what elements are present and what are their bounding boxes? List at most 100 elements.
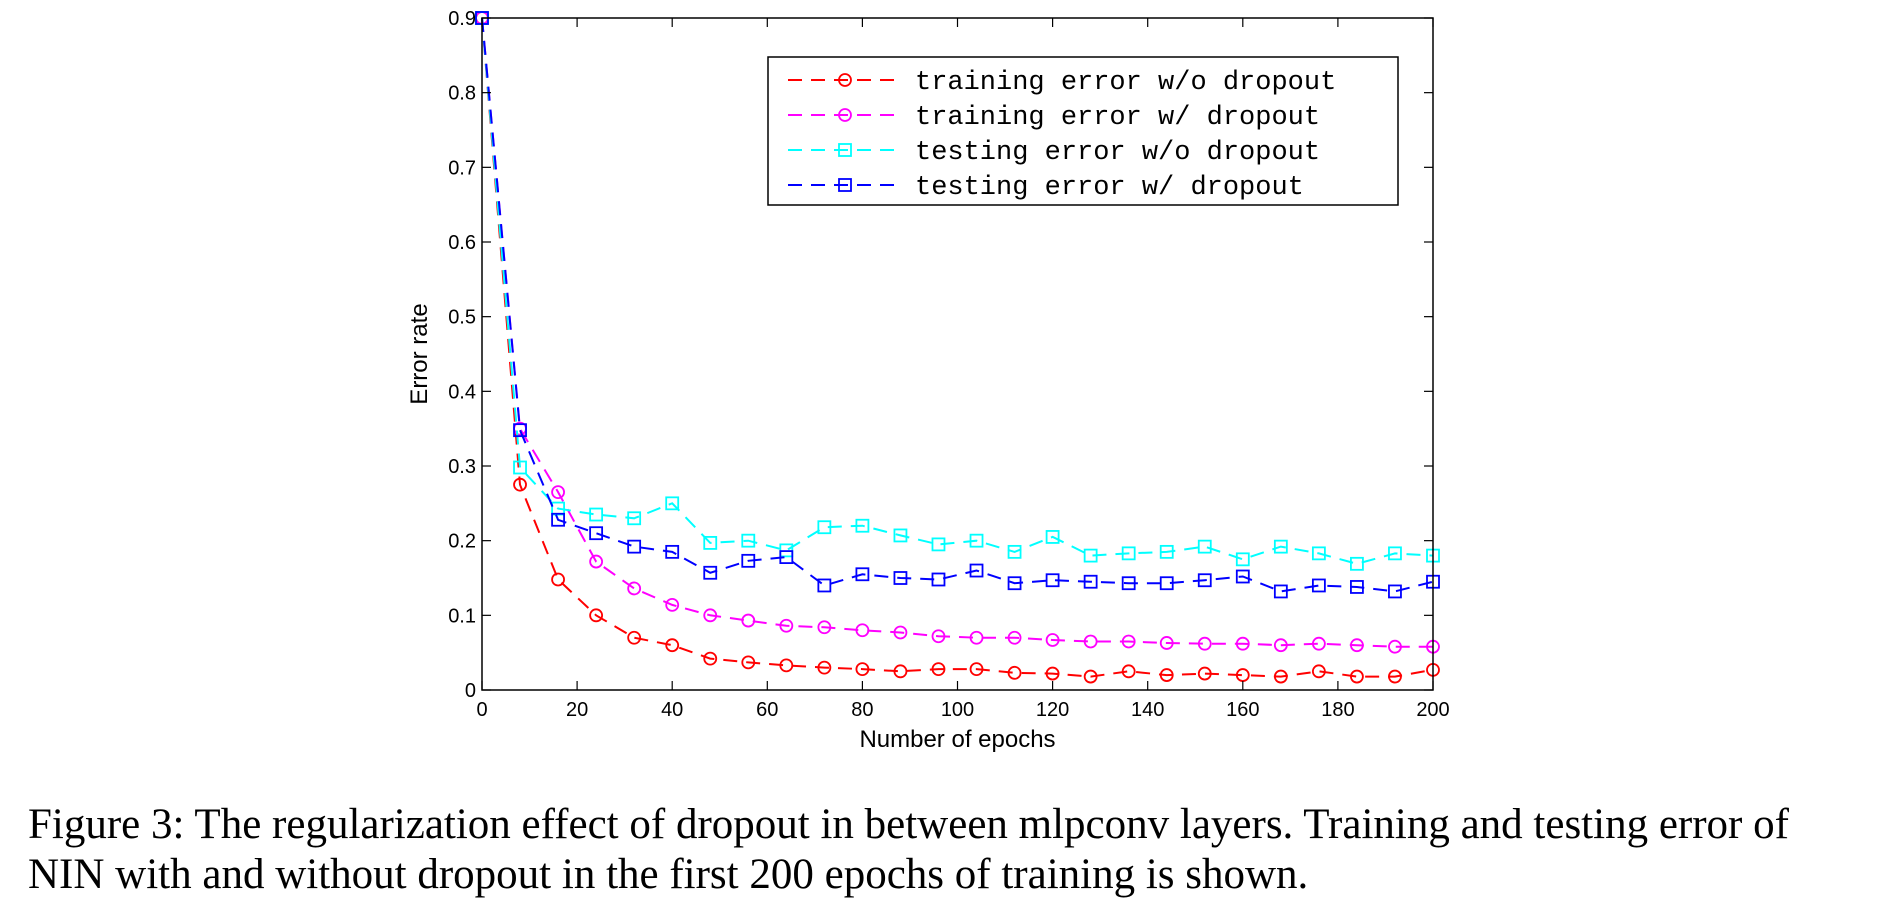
data-point [855, 623, 870, 638]
data-point [741, 553, 756, 568]
x-tick-label: 60 [756, 699, 778, 721]
data-point [1311, 546, 1326, 561]
data-point [1045, 666, 1060, 681]
data-point [1007, 665, 1022, 680]
x-tick-label: 100 [941, 699, 974, 721]
data-point [1235, 636, 1250, 651]
legend-marker [838, 178, 852, 192]
legend-entry: training error w/o dropout [788, 68, 1336, 98]
legend: training error w/o dropout training error… [767, 56, 1399, 206]
legend-label: testing error w/o dropout [915, 138, 1320, 168]
data-point [589, 554, 604, 569]
data-point [855, 567, 870, 582]
data-point [627, 511, 642, 526]
y-tick-label: 0.5 [448, 307, 476, 329]
x-tick-label: 120 [1036, 699, 1069, 721]
data-point [893, 528, 908, 543]
data-point [1007, 576, 1022, 591]
data-point [589, 507, 604, 522]
data-point [1273, 638, 1288, 653]
data-point [513, 460, 527, 475]
y-tick-label: 0.6 [448, 232, 476, 254]
data-point [1235, 569, 1250, 584]
data-point [1388, 584, 1402, 599]
legend-entry: testing error w/ dropout [788, 173, 1304, 203]
legend-entry: testing error w/o dropout [788, 138, 1320, 168]
data-point [1311, 578, 1326, 593]
x-tick-label: 80 [851, 699, 873, 721]
data-point [1121, 576, 1136, 591]
data-point [1159, 668, 1174, 682]
data-point [1083, 574, 1098, 589]
data-point [1045, 633, 1060, 647]
y-axis-title: Error rate [406, 303, 433, 404]
data-point [1350, 669, 1364, 684]
data-point [817, 520, 832, 535]
x-axis-title: Number of epochs [859, 726, 1055, 753]
data-point [589, 526, 604, 541]
data-point [741, 533, 756, 548]
data-point [817, 578, 832, 593]
data-point [969, 630, 984, 645]
y-tick-label: 0.2 [448, 531, 476, 553]
y-tick-label: 0.1 [448, 605, 476, 627]
legend-marker [838, 108, 852, 122]
data-point [779, 658, 794, 673]
data-point [1007, 630, 1022, 645]
data-point [931, 537, 946, 552]
data-point [855, 518, 870, 533]
data-point [1350, 580, 1364, 594]
data-point [741, 613, 756, 628]
data-point [893, 664, 908, 679]
data-point [779, 618, 794, 633]
data-point [1350, 638, 1364, 653]
data-point [551, 512, 565, 527]
data-point [817, 660, 832, 675]
data-point [551, 485, 565, 500]
data-point [969, 662, 984, 676]
data-point [1121, 664, 1136, 679]
data-point [703, 536, 718, 550]
y-tick-label: 0.8 [448, 83, 476, 105]
data-point [1045, 530, 1060, 544]
x-tick-label: 180 [1321, 699, 1354, 721]
data-point [1273, 584, 1288, 599]
x-tick-label: 0 [476, 699, 487, 721]
data-point [1121, 634, 1136, 649]
legend-marker [838, 73, 852, 87]
data-point [1083, 669, 1098, 684]
data-point [1388, 546, 1402, 561]
x-tick-label: 140 [1131, 699, 1164, 721]
data-point [969, 533, 984, 548]
data-point [1007, 544, 1022, 559]
y-tick-label: 0.3 [448, 456, 476, 478]
data-point [1388, 669, 1402, 684]
data-point [893, 571, 908, 585]
data-point [627, 630, 642, 645]
data-point [931, 572, 946, 587]
data-point [1197, 666, 1212, 681]
legend-box [767, 56, 1399, 206]
legend-marker [838, 143, 852, 157]
data-point [627, 539, 642, 554]
data-point [1197, 573, 1212, 588]
data-point [1159, 636, 1174, 650]
series-3 [475, 11, 1440, 599]
data-point [589, 608, 604, 623]
data-point [1197, 539, 1212, 554]
x-tick-label: 40 [661, 699, 683, 721]
data-point [1159, 576, 1174, 591]
data-point [665, 496, 680, 511]
data-point [1388, 639, 1402, 654]
ticks-layer: 0 20 40 60 80 100 120 140 160 180 200 0 0.1 0.2 0.3 0.4… [448, 8, 1450, 721]
series-layer [475, 11, 1440, 684]
y-tick-label: 0.7 [448, 157, 476, 179]
figure-caption: Figure 3: The regularization effect of d… [28, 801, 1789, 898]
y-tick-label: 0.4 [448, 381, 476, 403]
x-tick-label: 20 [566, 699, 588, 721]
data-point [741, 655, 756, 670]
y-tick-label: 0 [465, 680, 476, 702]
data-point [1121, 546, 1136, 561]
data-point [665, 597, 680, 612]
data-point [1235, 552, 1250, 567]
